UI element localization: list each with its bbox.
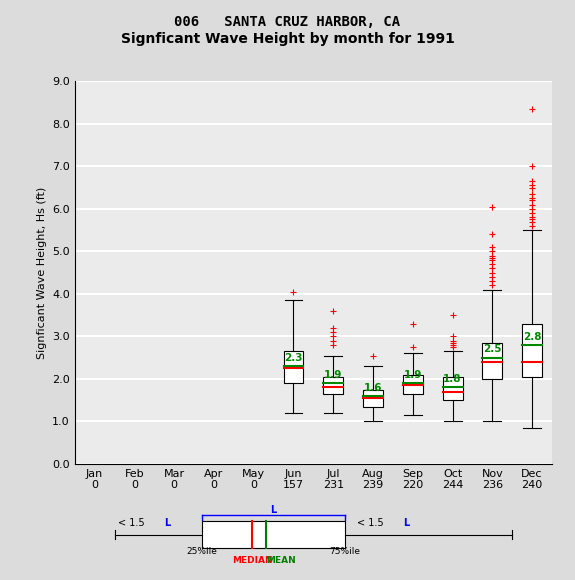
Bar	[443, 377, 462, 400]
Text: < 1.5: < 1.5	[357, 518, 387, 528]
Text: 25%ile: 25%ile	[186, 548, 217, 556]
Text: 1.9: 1.9	[404, 370, 422, 380]
Text: 1.8: 1.8	[443, 374, 462, 384]
Text: L: L	[164, 518, 170, 528]
Bar	[323, 377, 343, 394]
Bar	[202, 521, 345, 548]
Text: < 1.5: < 1.5	[118, 518, 148, 528]
Bar	[522, 324, 542, 377]
Text: 1.6: 1.6	[363, 383, 382, 393]
Text: 75%ile: 75%ile	[329, 548, 361, 556]
Text: 2.8: 2.8	[523, 332, 541, 342]
Y-axis label: Signficant Wave Height, Hs (ft): Signficant Wave Height, Hs (ft)	[37, 187, 47, 358]
Text: 006   SANTA CRUZ HARBOR, CA: 006 SANTA CRUZ HARBOR, CA	[174, 14, 401, 28]
Text: MEDIAN: MEDIAN	[232, 556, 273, 565]
Text: L: L	[403, 518, 409, 528]
Text: L: L	[270, 505, 277, 515]
Bar	[403, 375, 423, 394]
Text: MEAN: MEAN	[266, 556, 296, 565]
Text: 2.5: 2.5	[483, 345, 501, 354]
Bar	[283, 351, 304, 383]
Text: 1.9: 1.9	[324, 370, 342, 380]
Bar	[482, 343, 503, 379]
Text: 2.3: 2.3	[284, 353, 302, 362]
Bar	[363, 390, 383, 407]
Text: Signficant Wave Height by month for 1991: Signficant Wave Height by month for 1991	[121, 32, 454, 46]
